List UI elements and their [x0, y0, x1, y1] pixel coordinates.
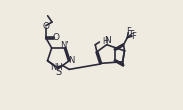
Text: H: H: [102, 37, 108, 46]
Text: O: O: [53, 33, 60, 42]
Text: S: S: [55, 67, 61, 77]
Text: NH: NH: [50, 63, 63, 72]
Text: N: N: [104, 37, 111, 46]
Text: F: F: [126, 27, 131, 36]
Text: O: O: [42, 22, 49, 30]
Text: N: N: [68, 56, 75, 65]
Text: N': N': [60, 41, 69, 50]
Text: F: F: [131, 32, 136, 41]
Text: F: F: [129, 30, 134, 39]
